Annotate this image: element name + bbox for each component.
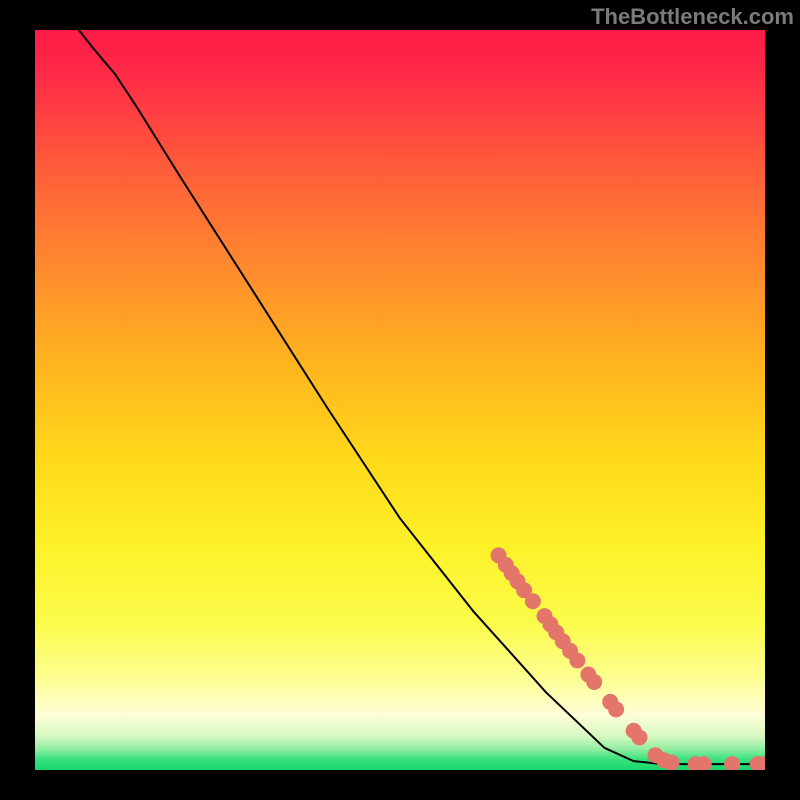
scatter-point <box>586 674 602 690</box>
chart-plot-area <box>35 30 765 770</box>
gradient-background <box>35 30 765 770</box>
chart-svg <box>35 30 765 770</box>
scatter-point <box>525 593 541 609</box>
scatter-point <box>608 701 624 717</box>
scatter-point <box>664 755 680 770</box>
scatter-point <box>569 652 585 668</box>
watermark-text: TheBottleneck.com <box>591 4 794 30</box>
scatter-point <box>631 729 647 745</box>
